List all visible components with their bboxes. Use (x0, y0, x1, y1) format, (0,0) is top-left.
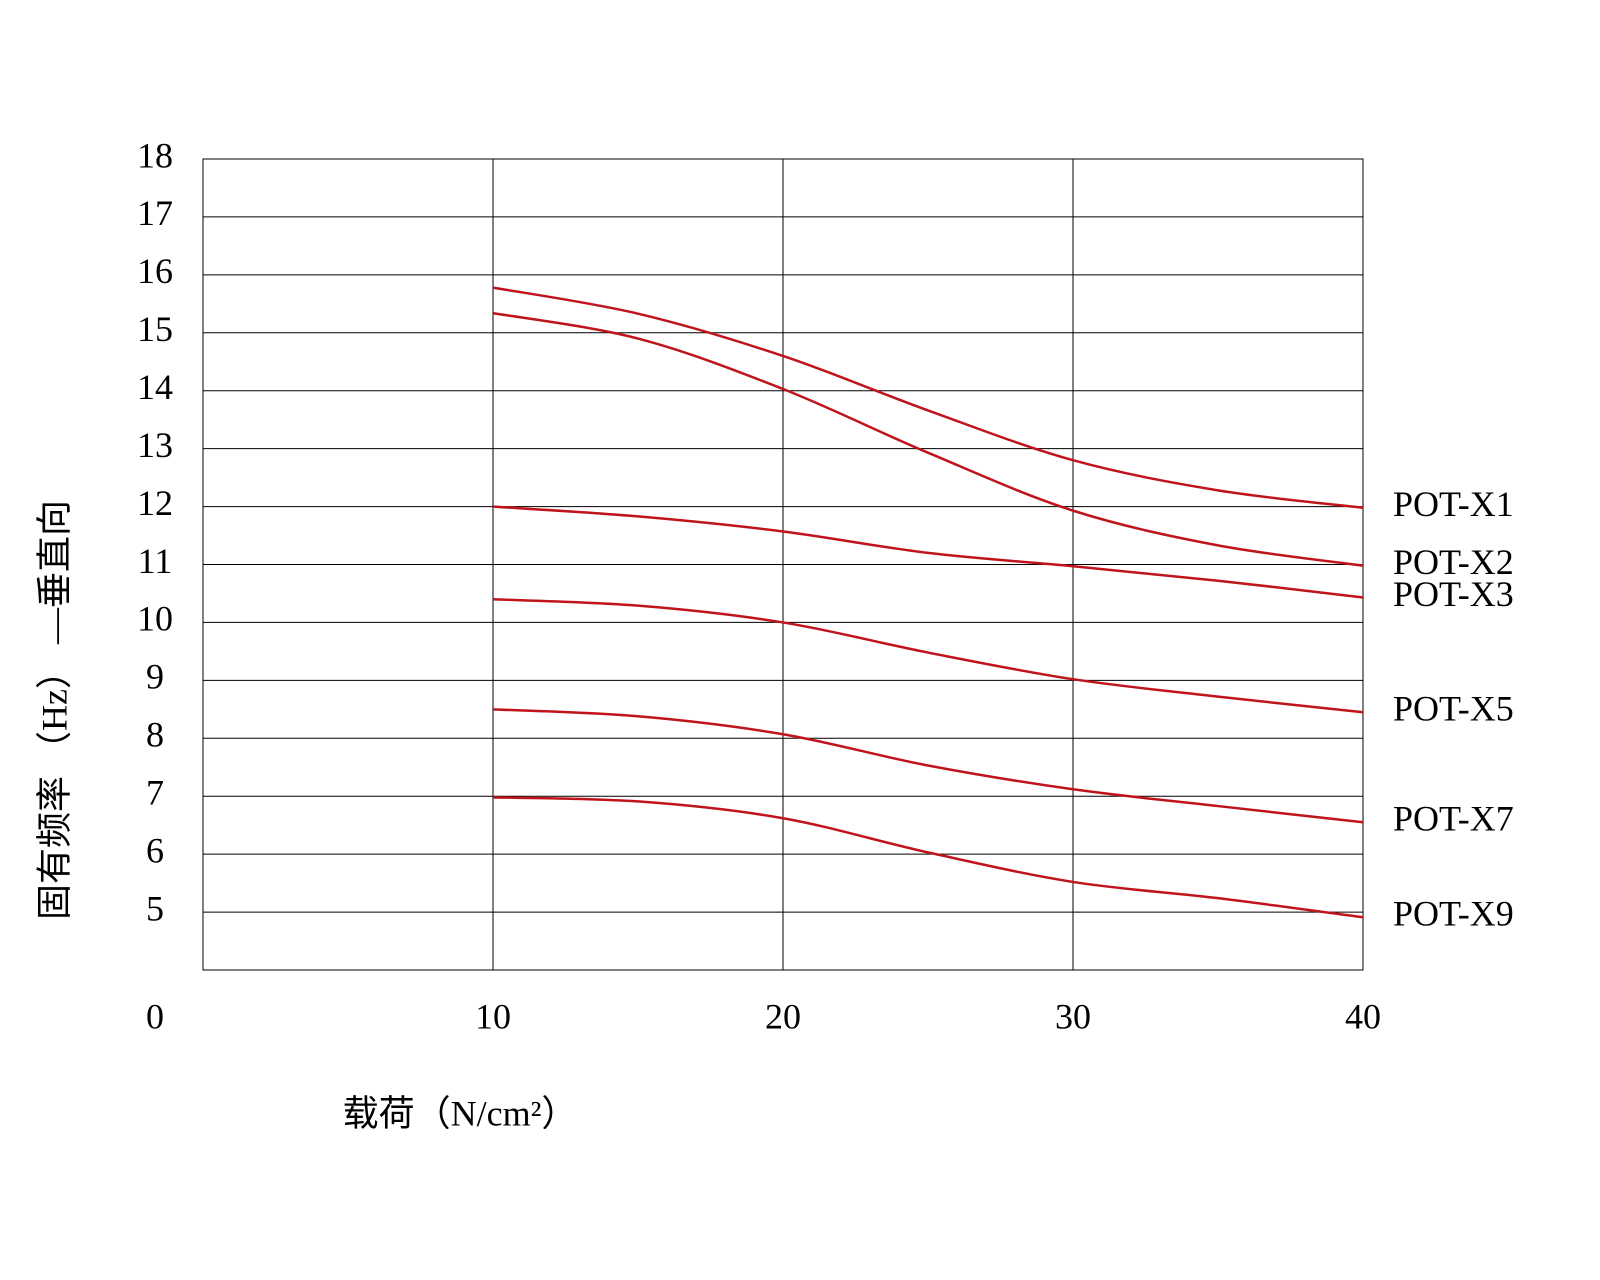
legend-label: POT-X5 (1393, 688, 1514, 728)
y-tick-label: 9 (146, 657, 164, 697)
x-axis-label: 载荷（N/cm²） (343, 1093, 578, 1133)
legend-label: POT-X7 (1393, 799, 1514, 839)
y-tick-label: 16 (137, 251, 173, 291)
y-tick-label: 7 (146, 772, 164, 812)
series-line (492, 598, 1364, 714)
y-tick-label: 14 (137, 367, 173, 407)
legend-label: POT-X1 (1393, 484, 1514, 524)
series-line (492, 311, 1364, 567)
y-tick-label: 18 (137, 135, 173, 175)
y-tick-label: 12 (137, 483, 173, 523)
series-line (492, 505, 1364, 599)
legend-label: POT-X3 (1393, 574, 1514, 614)
x-tick-label: 30 (1055, 996, 1091, 1036)
series-line (492, 708, 1364, 824)
y-tick-label: 15 (137, 309, 173, 349)
series-line (492, 796, 1364, 919)
y-tick-label: 17 (137, 193, 173, 233)
x-tick-label: 40 (1345, 996, 1381, 1036)
legend-label: POT-X9 (1393, 894, 1514, 934)
y-tick-label: 8 (146, 715, 164, 755)
y-tick-label: 5 (146, 888, 164, 928)
legend-label: POT-X2 (1393, 542, 1514, 582)
y-tick-label: 13 (137, 425, 173, 465)
y-tick-label: 11 (138, 541, 173, 581)
x-tick-label: 10 (475, 996, 511, 1036)
x-tick-label: 0 (146, 996, 164, 1036)
y-tick-label: 10 (137, 599, 173, 639)
series-line (492, 286, 1364, 509)
y-tick-label: 6 (146, 830, 164, 870)
y-axis-label: 固有频率 （Hz） —垂直向 (34, 500, 74, 920)
x-tick-label: 20 (765, 996, 801, 1036)
